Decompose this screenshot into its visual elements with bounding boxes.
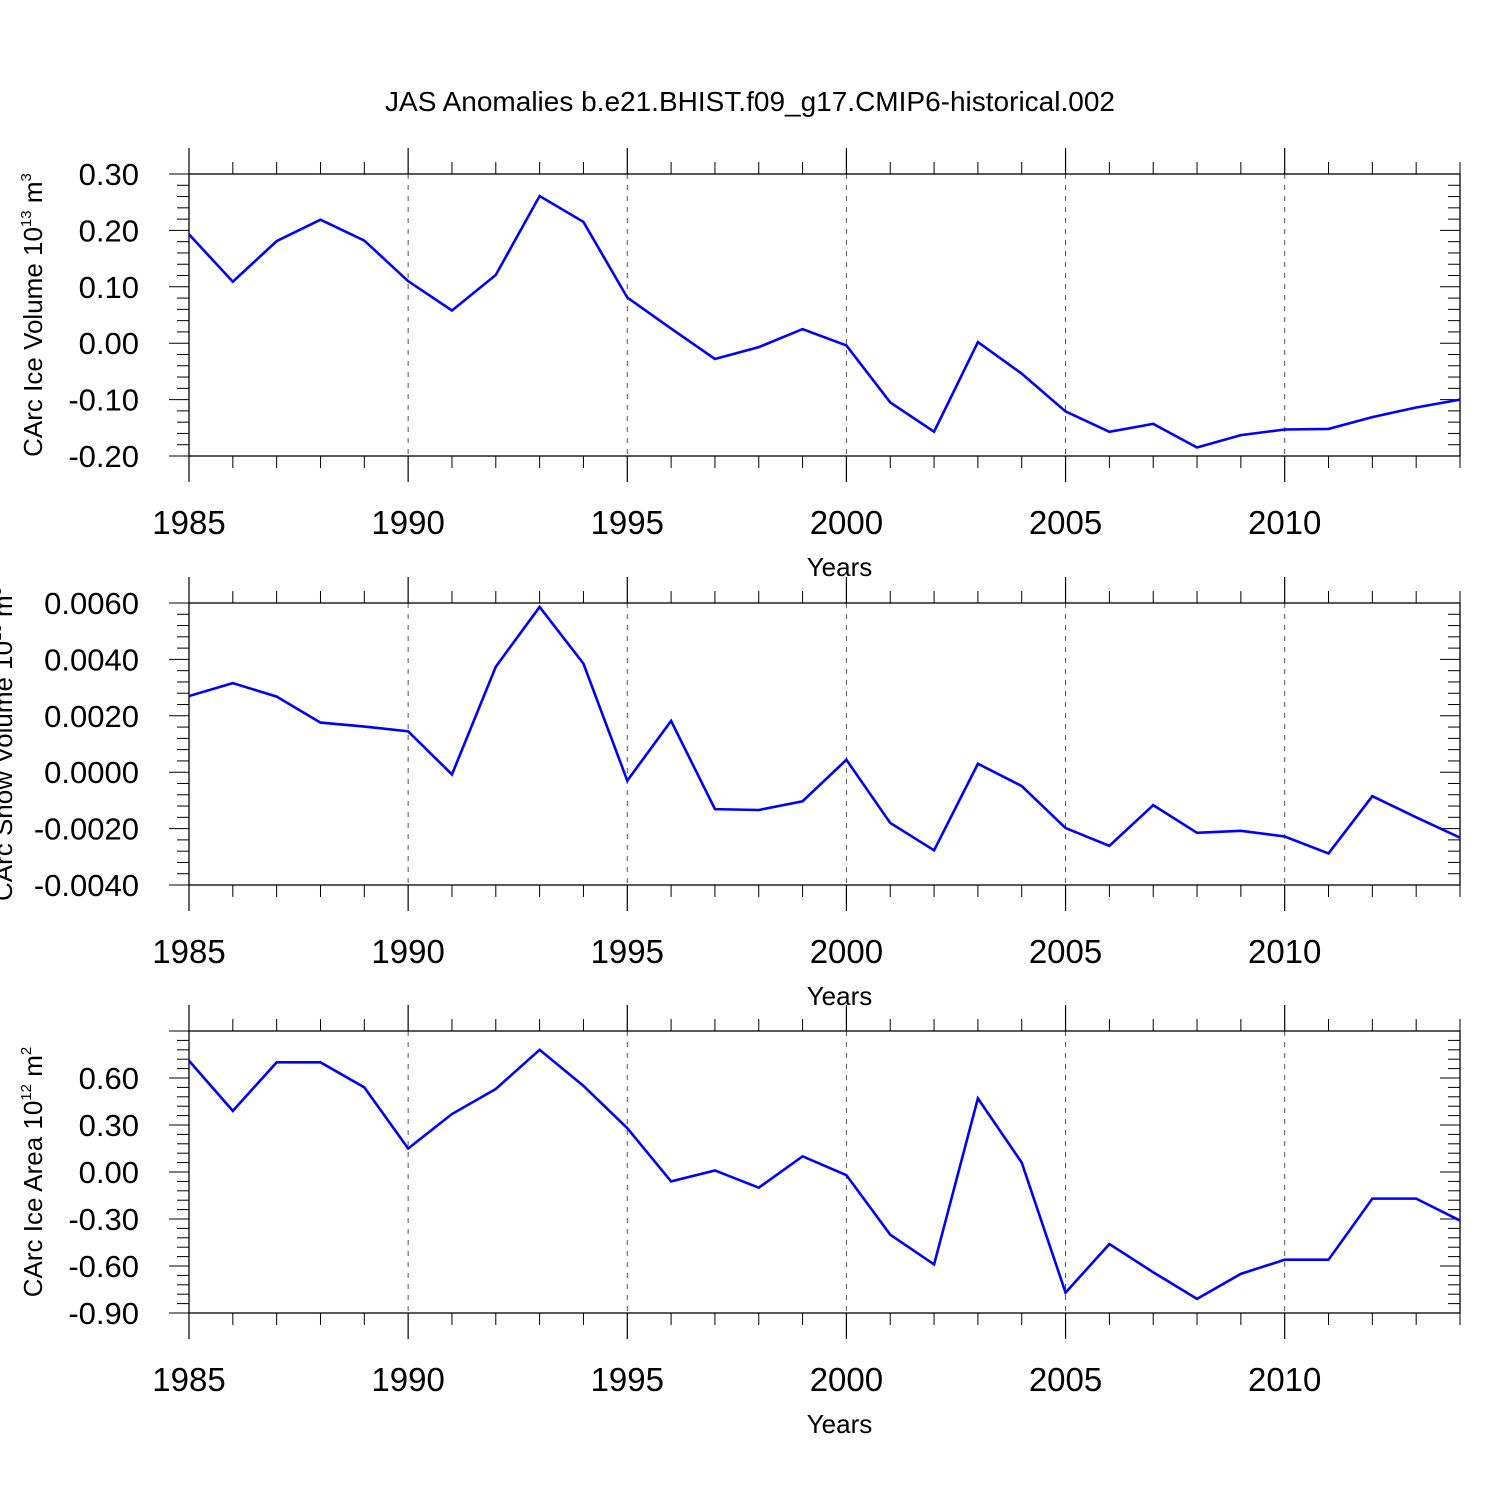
y-tick-label: 0.0000 — [44, 755, 139, 790]
y-tick-label: -0.0040 — [34, 868, 139, 903]
ice-area-panel: 0.60 0.30 0.00 -0.30 -0.60 -0.90 1985 1990 1995 2… — [18, 1005, 1461, 1439]
series-line — [188, 604, 1461, 855]
x-tick-label: 1990 — [371, 1361, 444, 1398]
x-axis-label: Years — [807, 1409, 873, 1439]
x-tick-label: 1995 — [591, 504, 664, 541]
x-tick-label: 1985 — [152, 933, 225, 970]
series-line — [188, 1048, 1461, 1301]
x-tick-label: 2000 — [810, 504, 883, 541]
y-axis-label: CArc Ice Volume 1013 m3 — [18, 173, 48, 457]
plot-frame — [188, 1030, 1461, 1314]
y-tick-label: 0.0060 — [44, 586, 139, 621]
x-tick-label: 2005 — [1029, 933, 1102, 970]
y-tick-label: -0.20 — [68, 439, 139, 474]
x-tick-label: 2000 — [810, 933, 883, 970]
y-tick-label: 0.00 — [79, 1155, 139, 1190]
x-tick-label: 2010 — [1248, 933, 1321, 970]
plot-frame — [188, 173, 1461, 457]
x-tick-label: 1995 — [591, 1361, 664, 1398]
x-tick-label: 2010 — [1248, 504, 1321, 541]
y-tick-label: -0.0020 — [34, 812, 139, 847]
x-tick-label: 1985 — [152, 504, 225, 541]
y-tick-label: 0.20 — [79, 213, 139, 248]
plot-frame — [188, 602, 1461, 886]
x-axis-label: Years — [807, 981, 873, 1011]
ice-volume-panel: 0.30 0.20 0.10 0.00 -0.10 -0.20 1985 1990 1995 20… — [18, 148, 1461, 582]
x-tick-label: 2005 — [1029, 504, 1102, 541]
x-tick-label: 1995 — [591, 933, 664, 970]
y-tick-label: 0.0040 — [44, 642, 139, 677]
x-tick-label: 2000 — [810, 1361, 883, 1398]
x-tick-label: 1985 — [152, 1361, 225, 1398]
x-axis-label: Years — [807, 552, 873, 582]
series-line — [188, 194, 1461, 449]
y-tick-label: -0.30 — [68, 1202, 139, 1237]
x-tick-label: 1990 — [371, 933, 444, 970]
y-tick-label: -0.10 — [68, 383, 139, 418]
x-tick-label: 2005 — [1029, 1361, 1102, 1398]
y-axis-label: CArc Ice Area 1012 m2 — [18, 1047, 48, 1297]
y-tick-label: 0.10 — [79, 270, 139, 305]
x-tick-label: 2010 — [1248, 1361, 1321, 1398]
snow-volume-panel: 0.0060 0.0040 0.0020 0.0000 -0.0020 -0.0040 19… — [0, 577, 1461, 1011]
y-tick-label: 0.0020 — [44, 699, 139, 734]
y-tick-label: 0.30 — [79, 157, 139, 192]
y-tick-label: 0.60 — [79, 1061, 139, 1096]
y-tick-label: 0.30 — [79, 1108, 139, 1143]
y-tick-label: -0.60 — [68, 1249, 139, 1284]
x-tick-label: 1990 — [371, 504, 444, 541]
y-tick-label: -0.90 — [68, 1296, 139, 1331]
figure-title: JAS Anomalies b.e21.BHIST.f09_g17.CMIP6-… — [385, 86, 1115, 117]
y-axis-label: CArc Snow Volume 1013 m3 — [0, 587, 18, 901]
y-tick-label: 0.00 — [79, 326, 139, 361]
